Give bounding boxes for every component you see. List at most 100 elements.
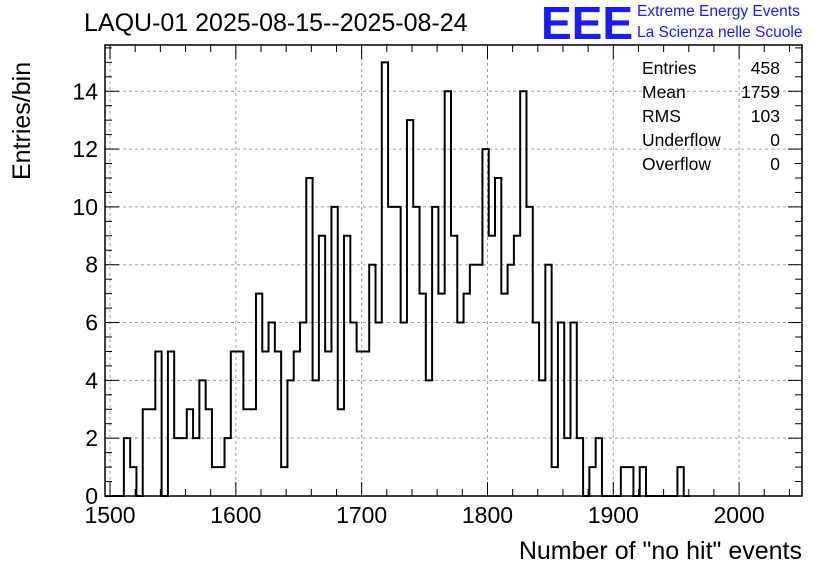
tick-labels: 1500 1600 1700 1800 1900 2000 0 2 4 6 8 10 12 14 [72,78,764,528]
histogram-bin [495,178,501,496]
histogram-bin [432,207,438,496]
histogram-bins [124,62,684,496]
x-tick-label: 1600 [210,502,261,528]
stat-row-rms: RMS 103 [642,106,780,130]
stat-label: Underflow [642,130,721,150]
x-tick-label: 1900 [588,502,639,528]
stat-value: 458 [750,58,780,78]
histogram-bin [237,351,243,496]
histogram-bin [589,467,595,496]
grid-lines [105,45,802,496]
histogram-bin [476,265,482,496]
histogram-bin [344,236,350,496]
stats-box: Entries 458 Mean 1759 RMS 103 Underflow … [642,58,780,178]
histogram-bin [489,236,495,496]
y-tick-label: 14 [72,78,98,104]
histogram-bin [313,380,319,496]
histogram-bin [451,236,457,496]
histogram-bin [168,351,174,496]
histogram-bin [225,438,231,496]
histogram-bin [394,207,400,496]
stat-row-overflow: Overflow 0 [642,154,780,178]
chart-title: LAQU-01 2025-08-15--2025-08-24 [84,9,468,37]
histogram-bin [294,351,300,496]
histogram-bin [262,351,268,496]
histogram-bin [143,409,149,496]
histogram-bin [319,236,325,496]
x-axis-label: Number of "no hit" events [518,537,802,565]
histogram-bin [269,323,275,496]
histogram-bin [124,438,130,496]
histogram-bin [520,91,526,496]
y-tick-label: 12 [72,136,98,162]
y-tick-label: 6 [85,310,98,336]
histogram-bin [281,467,287,496]
histogram-bin [526,207,532,496]
stat-row-mean: Mean 1759 [642,82,780,106]
histogram-bin [596,438,602,496]
histogram-bin [256,294,262,496]
histogram-bin [357,351,363,496]
histogram-bin [677,467,683,496]
histogram-bin [363,351,369,496]
histogram-bin [325,351,331,496]
histogram-bin [445,91,451,496]
stat-label: RMS [642,106,681,126]
histogram-bin [501,294,507,496]
histogram-bin [187,409,193,496]
stat-value: 103 [750,106,780,126]
histogram-bin [155,351,161,496]
histogram-bin [426,380,432,496]
histogram-bin [627,467,633,496]
x-tick-label: 2000 [714,502,765,528]
histogram-bin [552,467,558,496]
histogram-bin [640,467,646,496]
histogram-bin [420,294,426,496]
axis-ticks [105,45,802,497]
histogram-bin [180,438,186,496]
histogram-bin [482,149,488,496]
histogram-bin [243,409,249,496]
histogram-bin [470,265,476,496]
eee-logo: EEE [541,0,634,49]
histogram-bin [401,323,407,496]
histogram-bin [250,409,256,496]
histogram-bin [206,409,212,496]
histogram-bin [577,438,583,496]
y-axis-label: Entries/bin [8,61,36,180]
histogram-bin [231,351,237,496]
stat-value: 1759 [741,82,780,102]
histogram-bin [621,467,627,496]
histogram-bin [413,207,419,496]
histogram-bin [212,467,218,496]
x-tick-label: 1500 [84,502,135,528]
histogram-bin [558,323,564,496]
plot-frame [104,44,803,497]
histogram-bin [338,409,344,496]
histogram-bin [275,351,281,496]
histogram-bin [388,207,394,496]
histogram-step-line [105,61,691,497]
y-tick-label: 0 [85,483,98,509]
stat-row-entries: Entries 458 [642,58,780,82]
histogram-bin [350,323,356,496]
stat-label: Entries [642,58,697,78]
histogram-bin [306,178,312,496]
histogram-bin [539,380,545,496]
histogram-bin [545,265,551,496]
histogram-bin [438,294,444,496]
histogram-bin [193,438,199,496]
histogram-bin [375,323,381,496]
stat-label: Mean [642,82,686,102]
histogram-bin [218,467,224,496]
histogram-bin [514,236,520,496]
histogram-bin [331,207,337,496]
histogram-bin [533,323,539,496]
y-tick-label: 10 [72,194,98,220]
stat-label: Overflow [642,154,712,174]
histogram-bin [407,120,413,496]
histogram-bin [464,294,470,496]
histogram-bin [382,62,388,496]
histogram-bin [508,265,514,496]
